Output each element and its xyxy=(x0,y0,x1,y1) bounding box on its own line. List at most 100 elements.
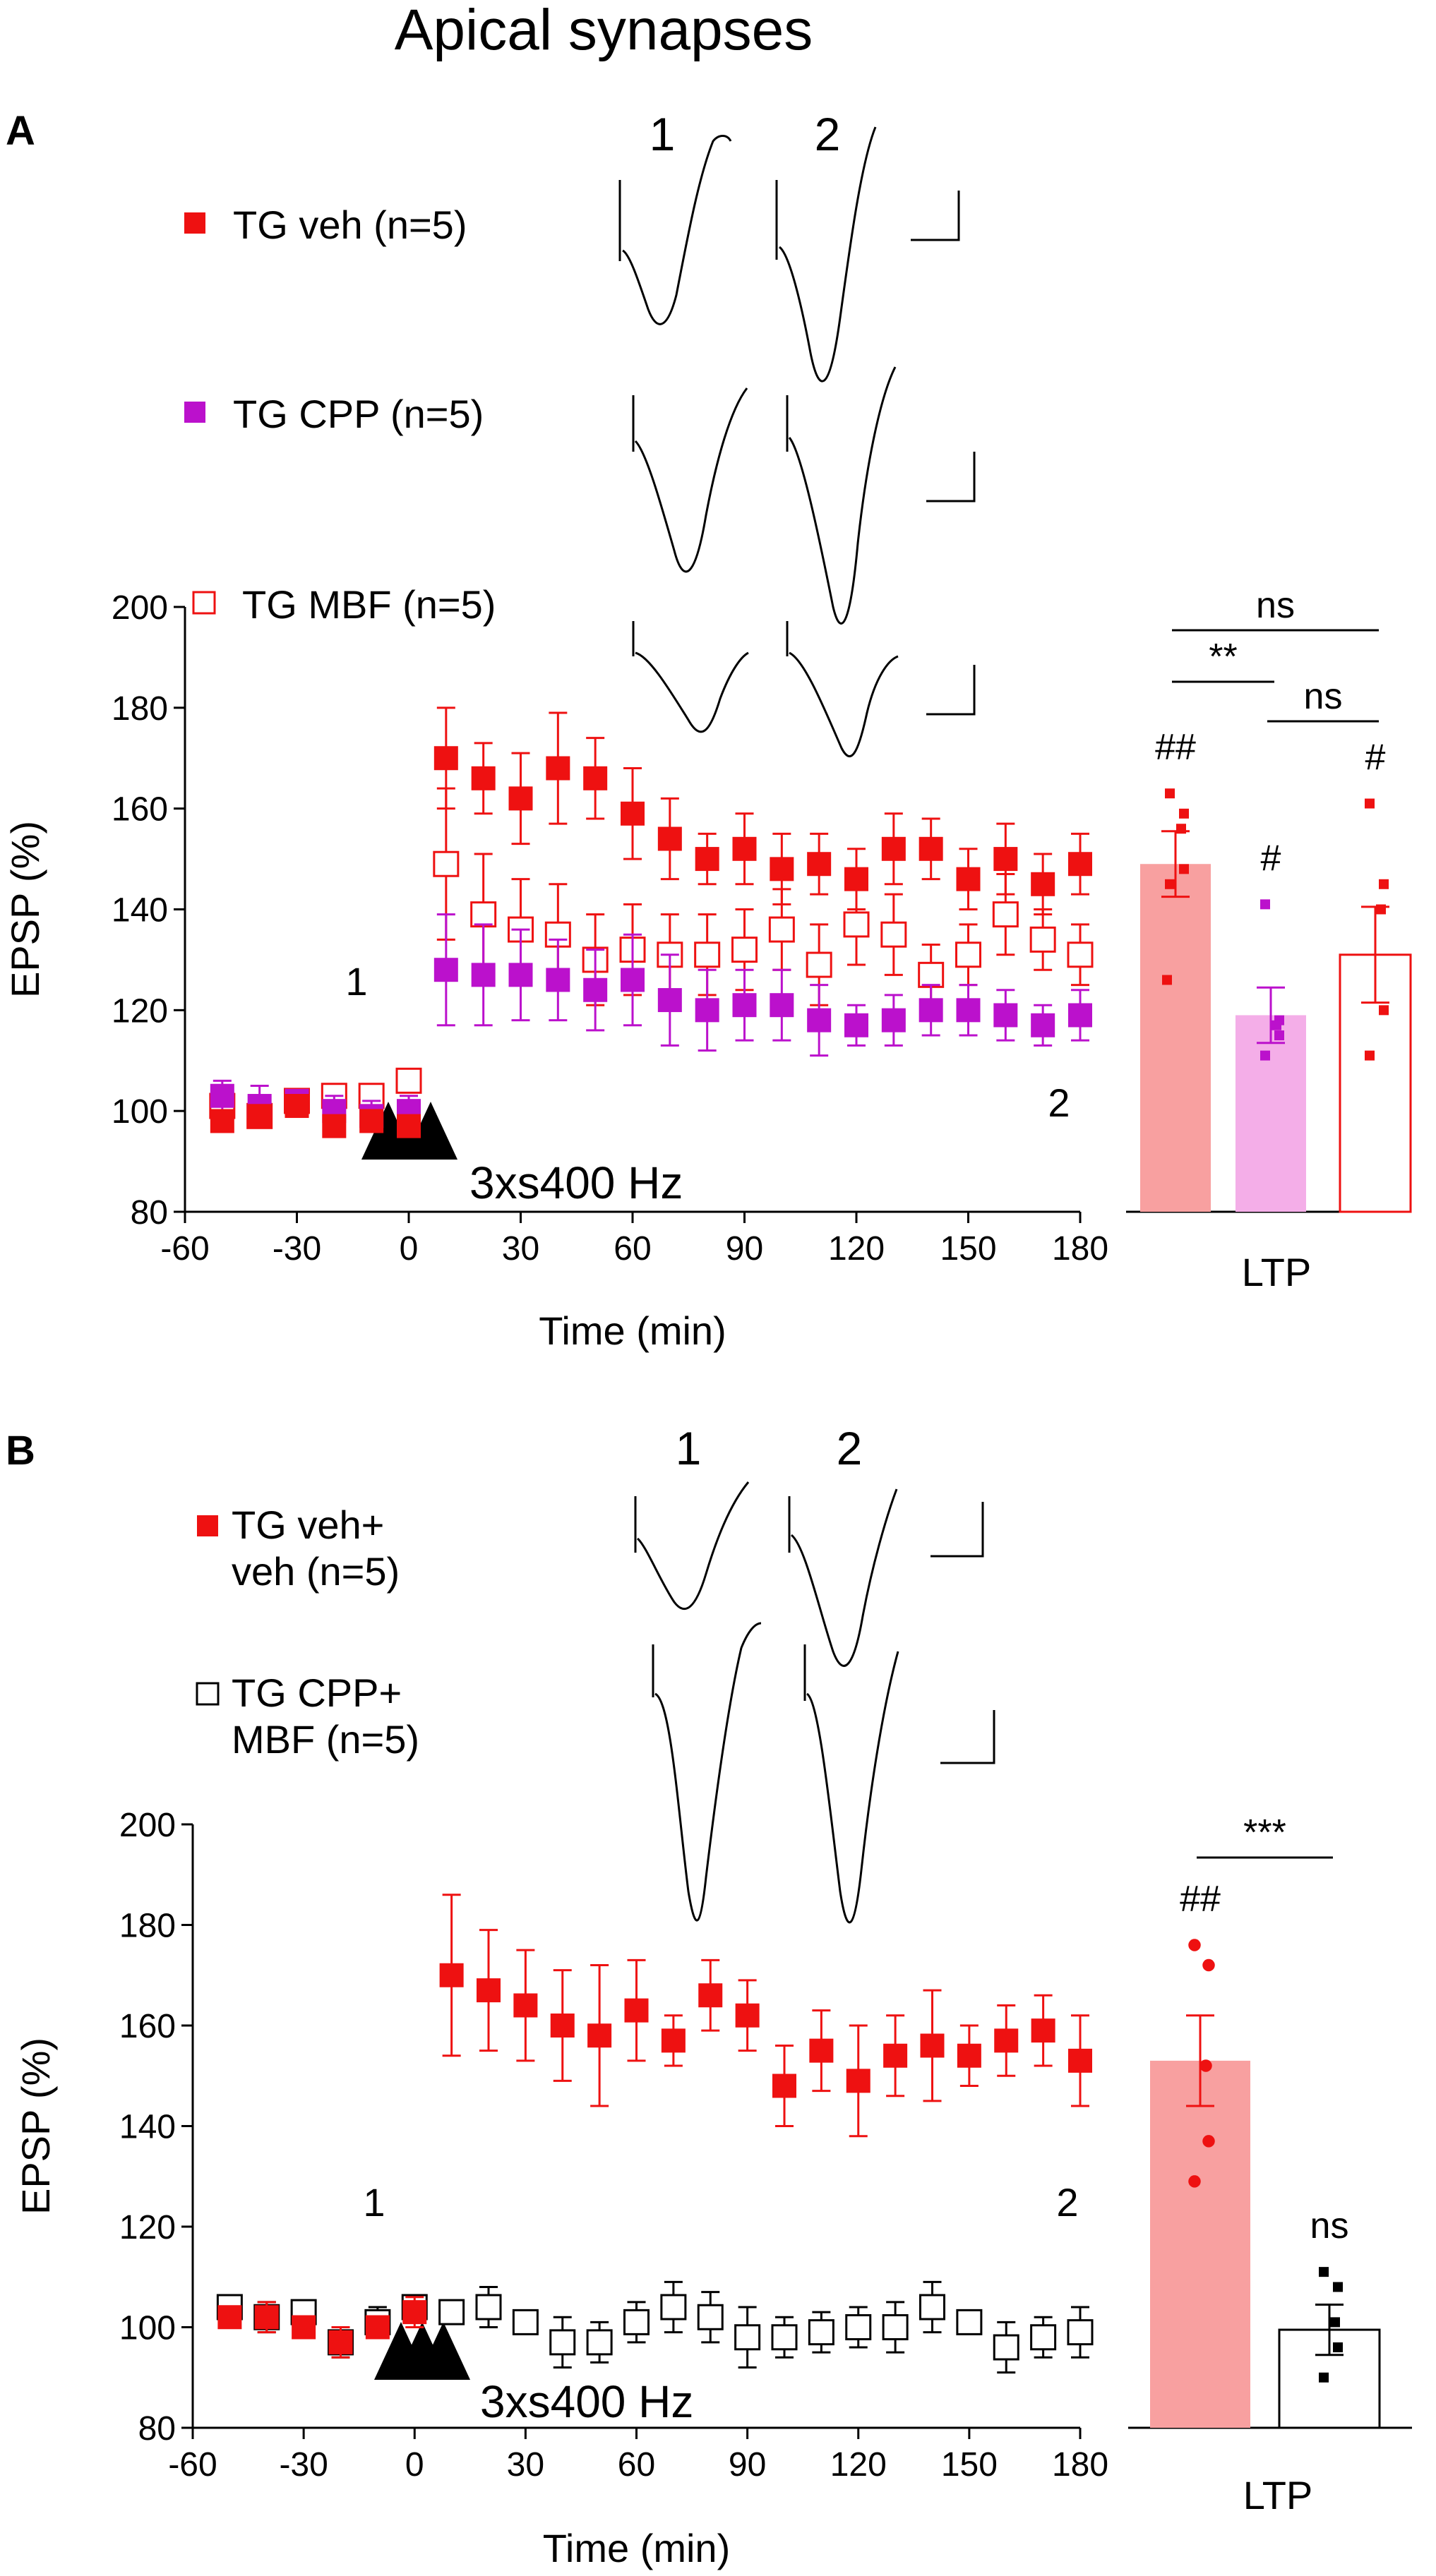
x-tick-label: 90 xyxy=(726,1230,763,1268)
y-tick-label: 180 xyxy=(112,690,168,728)
data-point xyxy=(587,2023,612,2048)
trace-b-veh-2 xyxy=(788,1488,898,1667)
y-tick-label: 200 xyxy=(112,589,168,627)
x-tick-label: -30 xyxy=(279,2446,328,2484)
data-point xyxy=(254,2305,279,2330)
data-point xyxy=(919,998,943,1023)
x-tick-label: 180 xyxy=(1052,1230,1108,1268)
y-tick-label: 140 xyxy=(119,2109,176,2146)
data-point xyxy=(732,993,757,1018)
trace-a-veh-2 xyxy=(775,126,877,383)
legend-marker xyxy=(192,591,216,615)
data-point xyxy=(694,941,721,968)
bar-dot xyxy=(1165,879,1175,889)
data-point xyxy=(546,756,570,781)
epsp-trace-insets: 1 2 1 2 xyxy=(618,108,995,1924)
x-axis-label: Time (min) xyxy=(539,1308,726,1353)
data-point xyxy=(735,2003,760,2028)
y-axis-label: EPSP (%) xyxy=(13,2038,58,2215)
comparison-label: ns xyxy=(1304,676,1343,717)
significance-mark: # xyxy=(1365,738,1386,778)
data-point xyxy=(512,2309,539,2335)
x-tick-label: 120 xyxy=(828,1230,885,1268)
stimulus-triangle xyxy=(417,2322,470,2380)
x-tick-label: -30 xyxy=(273,1230,321,1268)
y-tick-label: 80 xyxy=(138,2410,176,2448)
data-point xyxy=(546,968,570,992)
data-point xyxy=(806,951,832,978)
x-tick-label: 150 xyxy=(940,1230,996,1268)
x-tick-label: 60 xyxy=(614,1230,651,1268)
data-point xyxy=(292,2315,316,2340)
data-point xyxy=(657,826,682,851)
significance-mark: # xyxy=(1261,838,1281,879)
data-point xyxy=(957,2043,981,2068)
data-point xyxy=(882,2314,909,2340)
data-point xyxy=(623,2309,650,2335)
data-point xyxy=(731,937,758,963)
y-tick-label: 140 xyxy=(112,892,168,929)
legend-label: TG veh (n=5) xyxy=(233,203,467,247)
data-point xyxy=(322,1114,347,1138)
data-point xyxy=(698,1983,723,2008)
x-tick-label: 60 xyxy=(618,2446,655,2484)
data-point xyxy=(880,921,907,948)
data-point xyxy=(210,1083,234,1108)
bar-dot xyxy=(1333,2282,1343,2292)
data-point xyxy=(433,746,458,771)
ltp-bar xyxy=(1140,864,1211,1212)
significance-mark: ns xyxy=(1310,2205,1349,2246)
legend-label: veh (n=5) xyxy=(232,1549,400,1594)
data-point xyxy=(955,941,981,968)
x-tick-label: 180 xyxy=(1052,2446,1108,2484)
bar-dot xyxy=(1365,798,1375,809)
bar-dot xyxy=(1188,2175,1201,2188)
data-point xyxy=(993,1003,1018,1028)
significance-mark: ## xyxy=(1155,727,1196,768)
data-point xyxy=(809,2038,834,2063)
stimulus-label: 3xs400 Hz xyxy=(480,2376,693,2427)
legend-marker xyxy=(184,212,205,234)
scale-bar-b-1 xyxy=(931,1502,984,1558)
post-marker-label: 2 xyxy=(1056,2180,1078,2225)
data-point xyxy=(807,852,832,877)
data-point xyxy=(550,2014,575,2038)
data-point xyxy=(770,857,794,881)
bar-dot xyxy=(1176,824,1186,834)
data-point xyxy=(365,2315,390,2340)
figure-title: Apical synapses xyxy=(395,0,813,62)
bar-dot xyxy=(1199,2059,1212,2072)
bar-dot xyxy=(1202,2135,1215,2148)
bar-dot xyxy=(1179,864,1189,874)
bar-dot xyxy=(1379,879,1389,889)
data-point xyxy=(471,963,496,987)
data-point xyxy=(770,993,794,1018)
data-point xyxy=(994,2028,1019,2053)
stimulus-label: 3xs400 Hz xyxy=(469,1157,683,1208)
bar-dot xyxy=(1179,808,1189,819)
data-point xyxy=(1068,852,1092,877)
panel-b: 80 100 120 140 160 180 200 -60 -30 0 30 60 90 120 150 1… xyxy=(13,1503,1412,2570)
data-point xyxy=(697,2304,724,2330)
data-point xyxy=(470,901,497,928)
data-point xyxy=(881,836,906,861)
data-point xyxy=(624,1998,649,2023)
data-point xyxy=(1067,2319,1094,2346)
data-point xyxy=(993,847,1018,872)
bar-x-label: LTP xyxy=(1243,2473,1313,2517)
data-point xyxy=(919,836,943,861)
bar-dot xyxy=(1274,1030,1284,1041)
data-point xyxy=(513,1993,538,2018)
data-point xyxy=(1068,2048,1092,2073)
y-tick-label: 80 xyxy=(131,1194,168,1232)
data-point xyxy=(881,1008,906,1033)
data-point xyxy=(956,2309,983,2335)
baseline-marker-label: 1 xyxy=(363,2180,385,2225)
ltp-bar xyxy=(1150,2060,1250,2428)
data-point xyxy=(845,2314,872,2340)
x-tick-label: 0 xyxy=(400,1230,419,1268)
data-point xyxy=(660,2294,687,2321)
data-point xyxy=(807,1008,832,1033)
data-point xyxy=(397,1114,421,1138)
y-tick-label: 160 xyxy=(112,791,168,829)
